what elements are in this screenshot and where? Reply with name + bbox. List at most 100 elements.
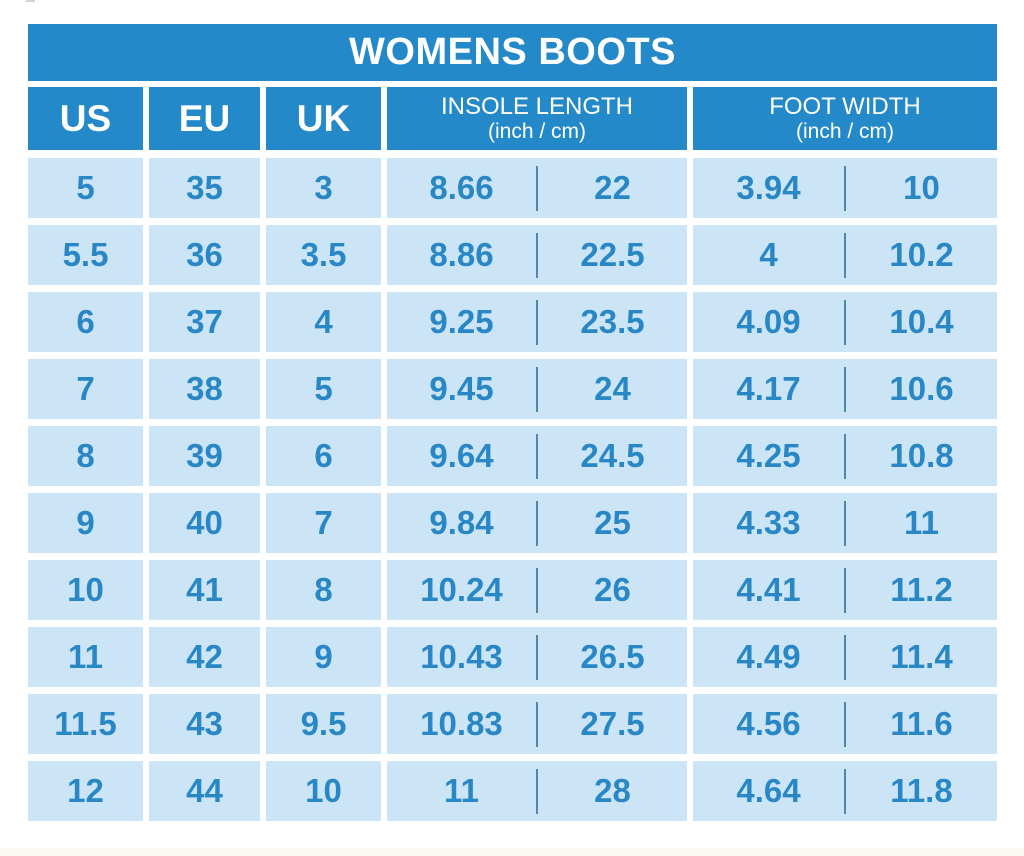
foot-width-cell: 4.49 11.4: [693, 627, 997, 687]
foot-width-cell: 4.17 10.6: [693, 359, 997, 419]
cell-divider-line: [844, 567, 846, 613]
screenshot-edge-artifact: [26, 0, 35, 2]
eu-size-value: 42: [186, 638, 223, 675]
foot-width-cell: 4.25 10.8: [693, 426, 997, 486]
cell-divider-line: [536, 232, 538, 278]
eu-size-cell: 36: [149, 225, 260, 285]
footwidth-inch-value: 4.09: [736, 303, 801, 340]
insole-inch-value: 9.84: [429, 504, 494, 541]
eu-size-value: 44: [186, 772, 223, 809]
bottom-edge-strip: [0, 848, 1024, 856]
insole-length-cell: 8.86 22.5: [387, 225, 687, 285]
column-header-eu: EU: [149, 87, 260, 150]
insole-inch-value: 10.83: [420, 705, 503, 742]
uk-size-cell: 3.5: [266, 225, 381, 285]
us-size-cell: 11: [28, 627, 143, 687]
eu-size-value: 37: [186, 303, 223, 340]
foot-width-cell: 4 10.2: [693, 225, 997, 285]
uk-size-value: 7: [314, 504, 333, 541]
uk-size-value: 5: [314, 370, 333, 407]
table-row: 7 38 5 9.45 24 4.17 10.6: [28, 359, 997, 419]
us-size-cell: 9: [28, 493, 143, 553]
uk-size-cell: 6: [266, 426, 381, 486]
table-row: 11 42 9 10.43 26.5 4.49 11.4: [28, 627, 997, 687]
uk-size-cell: 7: [266, 493, 381, 553]
cell-divider-line: [536, 768, 538, 814]
us-size-cell: 5.5: [28, 225, 143, 285]
foot-width-cell: 4.09 10.4: [693, 292, 997, 352]
us-size-cell: 10: [28, 560, 143, 620]
cell-divider-line: [844, 433, 846, 479]
table-row: 6 37 4 9.25 23.5 4.09 10.4: [28, 292, 997, 352]
footwidth-cm-value: 10.6: [889, 370, 954, 407]
us-size-value: 5.5: [62, 236, 109, 273]
us-size-cell: 7: [28, 359, 143, 419]
footwidth-cm-value: 11.2: [890, 571, 953, 608]
eu-size-cell: 39: [149, 426, 260, 486]
cell-divider-line: [844, 701, 846, 747]
eu-size-value: 36: [186, 236, 223, 273]
uk-size-cell: 9.5: [266, 694, 381, 754]
table-row: 11.5 43 9.5 10.83 27.5 4.56 11.6: [28, 694, 997, 754]
cell-divider-line: [536, 567, 538, 613]
insole-cm-value: 25: [594, 504, 631, 541]
footwidth-inch-value: 3.94: [736, 169, 801, 206]
table-row: 10 41 8 10.24 26 4.41 11.2: [28, 560, 997, 620]
cell-divider-line: [536, 634, 538, 680]
insole-length-cell: 10.24 26: [387, 560, 687, 620]
insole-length-cell: 9.84 25: [387, 493, 687, 553]
insole-inch-value: 9.64: [429, 437, 494, 474]
uk-size-value: 6: [314, 437, 333, 474]
foot-width-cell: 4.56 11.6: [693, 694, 997, 754]
insole-inch-value: 10.43: [420, 638, 503, 675]
uk-size-value: 10: [305, 772, 342, 809]
us-size-cell: 6: [28, 292, 143, 352]
cell-divider-line: [844, 634, 846, 680]
us-size-cell: 12: [28, 761, 143, 821]
uk-size-value: 9: [314, 638, 333, 675]
uk-size-cell: 10: [266, 761, 381, 821]
footwidth-cm-value: 10.4: [889, 303, 954, 340]
insole-cm-value: 26.5: [580, 638, 645, 675]
insole-length-units: (inch / cm): [487, 119, 586, 143]
table-header-row: US EU UK INSOLE LENGTH (inch / cm) FOOT …: [28, 87, 997, 150]
insole-cm-value: 23.5: [580, 303, 645, 340]
eu-size-value: 41: [186, 571, 223, 608]
insole-inch-value: 10.24: [420, 571, 503, 608]
insole-length-label: INSOLE LENGTH: [440, 92, 634, 120]
cell-divider-line: [844, 232, 846, 278]
insole-length-cell: 9.64 24.5: [387, 426, 687, 486]
us-size-value: 8: [76, 437, 95, 474]
insole-cm-value: 26: [594, 571, 631, 608]
us-size-value: 7: [76, 370, 95, 407]
cell-divider-line: [844, 366, 846, 412]
uk-size-cell: 9: [266, 627, 381, 687]
table-row: 5 35 3 8.66 22 3.94 10: [28, 158, 997, 218]
eu-size-value: 35: [186, 169, 223, 206]
table-row: 8 39 6 9.64 24.5 4.25 10.8: [28, 426, 997, 486]
eu-size-cell: 41: [149, 560, 260, 620]
us-size-value: 5: [76, 169, 95, 206]
footwidth-cm-value: 11: [904, 504, 939, 541]
cell-divider-line: [536, 165, 538, 211]
eu-size-cell: 43: [149, 694, 260, 754]
insole-cm-value: 24: [594, 370, 631, 407]
uk-size-cell: 3: [266, 158, 381, 218]
uk-size-value: 3.5: [300, 236, 347, 273]
foot-width-cell: 4.33 11: [693, 493, 997, 553]
insole-cm-value: 24.5: [580, 437, 645, 474]
column-header-us: US: [28, 87, 143, 150]
insole-length-cell: 8.66 22: [387, 158, 687, 218]
footwidth-inch-value: 4.25: [736, 437, 801, 474]
insole-inch-value: 9.25: [429, 303, 494, 340]
cell-divider-line: [536, 299, 538, 345]
table-row: 12 44 10 11 28 4.64 11.8: [28, 761, 997, 821]
insole-inch-value: 11: [444, 772, 479, 809]
us-size-value: 11: [68, 638, 103, 675]
insole-inch-value: 9.45: [429, 370, 494, 407]
cell-divider-line: [536, 500, 538, 546]
cell-divider-line: [844, 165, 846, 211]
column-header-foot-width: FOOT WIDTH (inch / cm): [693, 87, 997, 150]
insole-cm-value: 22: [594, 169, 631, 206]
foot-width-cell: 3.94 10: [693, 158, 997, 218]
